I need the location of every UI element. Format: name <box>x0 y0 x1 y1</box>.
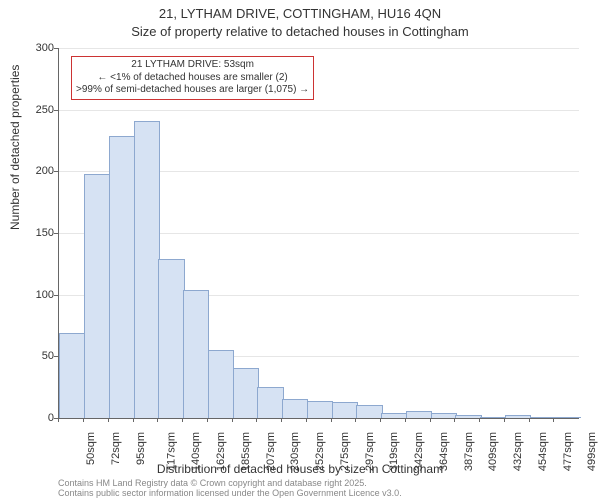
x-tick-mark <box>504 418 505 422</box>
x-tick-mark <box>355 418 356 422</box>
footer-line1: Contains HM Land Registry data © Crown c… <box>58 478 402 488</box>
annotation-line2: ← <1% of detached houses are smaller (2) <box>76 72 309 85</box>
y-tick-mark <box>54 48 58 49</box>
footer-line2: Contains public sector information licen… <box>58 488 402 498</box>
x-tick-label: 162sqm <box>215 432 227 471</box>
bar <box>554 417 580 418</box>
x-tick-label: 477sqm <box>562 432 574 471</box>
chart-container: 21, LYTHAM DRIVE, COTTINGHAM, HU16 4QN S… <box>0 0 600 500</box>
y-tick-label: 0 <box>14 412 54 424</box>
x-tick-label: 230sqm <box>289 432 301 471</box>
x-tick-mark <box>306 418 307 422</box>
x-tick-mark <box>331 418 332 422</box>
y-tick-label: 300 <box>14 42 54 54</box>
x-tick-label: 432sqm <box>512 432 524 471</box>
bar <box>530 417 556 418</box>
plot-area: 21 LYTHAM DRIVE: 53sqm ← <1% of detached… <box>58 48 579 419</box>
x-tick-label: 387sqm <box>463 432 475 471</box>
x-tick-label: 342sqm <box>413 432 425 471</box>
chart-title-main: 21, LYTHAM DRIVE, COTTINGHAM, HU16 4QN <box>0 6 600 21</box>
bar <box>158 259 184 418</box>
x-tick-mark <box>108 418 109 422</box>
x-tick-mark <box>83 418 84 422</box>
y-tick-label: 150 <box>14 227 54 239</box>
x-tick-label: 72sqm <box>110 432 122 465</box>
y-tick-mark <box>54 295 58 296</box>
bar <box>257 387 283 418</box>
x-tick-mark <box>281 418 282 422</box>
x-tick-mark <box>380 418 381 422</box>
x-tick-label: 409sqm <box>488 432 500 471</box>
y-tick-mark <box>54 171 58 172</box>
bar <box>406 411 432 418</box>
y-tick-mark <box>54 233 58 234</box>
gridline <box>59 48 579 49</box>
y-tick-label: 250 <box>14 104 54 116</box>
chart-title-sub: Size of property relative to detached ho… <box>0 24 600 39</box>
bar <box>59 333 85 418</box>
y-tick-mark <box>54 110 58 111</box>
bar <box>233 368 259 418</box>
gridline <box>59 110 579 111</box>
y-tick-label: 50 <box>14 350 54 362</box>
x-tick-mark <box>430 418 431 422</box>
bar <box>505 415 531 418</box>
x-tick-mark <box>157 418 158 422</box>
x-tick-mark <box>553 418 554 422</box>
x-tick-mark <box>454 418 455 422</box>
x-tick-label: 499sqm <box>587 432 599 471</box>
annotation-line3: >99% of semi-detached houses are larger … <box>76 84 309 97</box>
x-tick-label: 95sqm <box>135 432 147 465</box>
annotation-box: 21 LYTHAM DRIVE: 53sqm ← <1% of detached… <box>71 56 314 100</box>
bar <box>208 350 234 418</box>
bar <box>307 401 333 418</box>
x-tick-label: 454sqm <box>537 432 549 471</box>
x-tick-label: 50sqm <box>85 432 97 465</box>
x-tick-label: 319sqm <box>389 432 401 471</box>
x-tick-mark <box>182 418 183 422</box>
bar <box>134 121 160 418</box>
y-tick-label: 100 <box>14 289 54 301</box>
annotation-line1: 21 LYTHAM DRIVE: 53sqm <box>76 59 309 72</box>
x-tick-label: 364sqm <box>438 432 450 471</box>
x-tick-mark <box>479 418 480 422</box>
y-tick-label: 200 <box>14 165 54 177</box>
x-tick-mark <box>256 418 257 422</box>
x-tick-label: 275sqm <box>339 432 351 471</box>
bar <box>356 405 382 418</box>
footer-text: Contains HM Land Registry data © Crown c… <box>58 478 402 499</box>
bar <box>431 413 457 418</box>
x-tick-label: 140sqm <box>190 432 202 471</box>
x-tick-mark <box>58 418 59 422</box>
x-tick-label: 207sqm <box>265 432 277 471</box>
x-tick-label: 297sqm <box>364 432 376 471</box>
x-tick-label: 117sqm <box>165 432 177 470</box>
x-tick-label: 185sqm <box>240 432 252 471</box>
x-tick-mark <box>232 418 233 422</box>
bar <box>332 402 358 418</box>
x-tick-mark <box>133 418 134 422</box>
y-tick-mark <box>54 356 58 357</box>
bar <box>381 413 407 418</box>
y-axis-label: Number of detached properties <box>8 65 22 230</box>
bar <box>183 290 209 418</box>
x-tick-mark <box>529 418 530 422</box>
bar <box>109 136 135 418</box>
bar <box>84 174 110 418</box>
x-tick-mark <box>207 418 208 422</box>
bar <box>282 399 308 419</box>
x-tick-mark <box>405 418 406 422</box>
bar <box>455 415 481 418</box>
bar <box>480 417 506 418</box>
x-tick-label: 252sqm <box>314 432 326 471</box>
